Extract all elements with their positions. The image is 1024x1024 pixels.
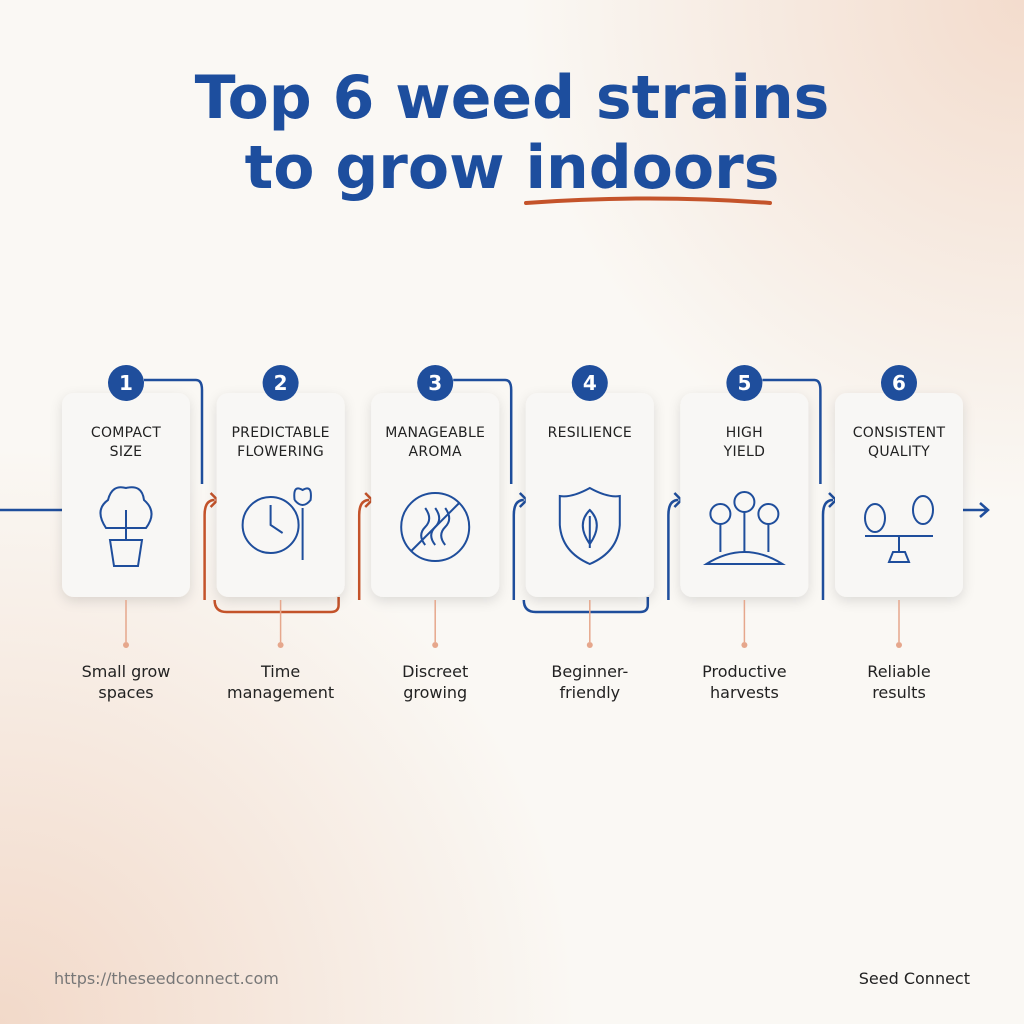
benefit: growing bbox=[403, 683, 467, 702]
title-highlight: indoors bbox=[525, 133, 779, 203]
icon bbox=[99, 486, 153, 529]
benefit: Discreet bbox=[402, 662, 468, 681]
icon bbox=[400, 492, 471, 562]
connector bbox=[522, 597, 650, 614]
card-title: HIGH bbox=[726, 425, 763, 441]
leader-dot bbox=[432, 642, 439, 648]
benefit: Productive bbox=[702, 662, 787, 681]
card bbox=[216, 393, 345, 597]
title-line: Top 6 weed strains bbox=[195, 63, 830, 133]
connector bbox=[821, 498, 834, 600]
icon bbox=[912, 495, 934, 525]
leader-dot bbox=[741, 642, 748, 648]
benefit: Time bbox=[260, 662, 300, 681]
leader-dot bbox=[277, 642, 284, 648]
card bbox=[62, 393, 190, 597]
step-card: 1 COMPACT SIZE Small grow spaces bbox=[62, 365, 190, 702]
benefit: spaces bbox=[98, 683, 153, 702]
icon bbox=[702, 551, 786, 565]
benefit: Beginner- bbox=[551, 662, 628, 681]
icon bbox=[865, 535, 933, 563]
icon bbox=[864, 503, 886, 533]
step-number: 2 bbox=[274, 371, 288, 395]
icon bbox=[269, 505, 284, 534]
connector bbox=[667, 498, 679, 600]
step-number: 5 bbox=[737, 371, 751, 395]
card-title: COMPACT bbox=[91, 425, 161, 441]
card bbox=[525, 393, 654, 597]
icon bbox=[108, 539, 144, 567]
step-number: 1 bbox=[119, 371, 133, 395]
icon bbox=[581, 508, 598, 548]
leader-dot bbox=[123, 642, 129, 648]
icon bbox=[293, 487, 312, 560]
leader-dot bbox=[896, 642, 902, 648]
card-title: CONSISTENT bbox=[853, 425, 946, 441]
footer-url: https://theseedconnect.com bbox=[54, 969, 279, 988]
icon bbox=[558, 486, 621, 566]
card-title: YIELD bbox=[723, 444, 766, 460]
title-text: to grow bbox=[245, 133, 505, 203]
step-card: 3 MANAGEABLE AROMA Discreet growing bbox=[371, 365, 500, 702]
leader-dot bbox=[586, 642, 593, 648]
card-title: RESILIENCE bbox=[548, 425, 632, 441]
connector bbox=[512, 498, 524, 600]
step-badge bbox=[262, 365, 299, 401]
end-arrow bbox=[962, 502, 990, 518]
icon bbox=[410, 502, 460, 552]
step-number: 3 bbox=[428, 371, 442, 395]
connector bbox=[213, 597, 340, 614]
benefit: management bbox=[227, 683, 334, 702]
benefit: harvests bbox=[710, 683, 779, 702]
card-title: AROMA bbox=[408, 444, 462, 460]
step-card: 6 CONSISTENT QUALITY Reliable results bbox=[835, 365, 963, 702]
step-badge bbox=[571, 365, 608, 401]
card-title: PREDICTABLE bbox=[231, 425, 329, 441]
step-number: 4 bbox=[583, 371, 597, 395]
card-title: SIZE bbox=[110, 444, 143, 460]
step-badge bbox=[417, 365, 454, 401]
benefit: Small grow bbox=[82, 662, 171, 681]
step-card: 5 HIGH YIELD Productive harvests bbox=[680, 365, 809, 702]
step-badge bbox=[881, 365, 917, 401]
step-number: 6 bbox=[892, 371, 906, 395]
connector bbox=[453, 378, 513, 484]
connector bbox=[203, 498, 215, 600]
benefit: Reliable bbox=[867, 662, 930, 681]
icon bbox=[241, 496, 300, 554]
card bbox=[835, 393, 963, 597]
benefit: results bbox=[872, 683, 926, 702]
title-line: to grow indoors bbox=[245, 133, 780, 203]
card-title: FLOWERING bbox=[237, 444, 324, 460]
step-card: 4 RESILIENCE Beginner-friendly bbox=[525, 365, 654, 702]
card-title: QUALITY bbox=[868, 444, 930, 460]
step-card: 2 PREDICTABLE FLOWERING Time management bbox=[216, 365, 345, 702]
benefit: friendly bbox=[559, 683, 620, 702]
connector bbox=[144, 378, 204, 484]
connector bbox=[357, 498, 370, 600]
card-title: MANAGEABLE bbox=[385, 425, 485, 441]
connector bbox=[762, 378, 822, 484]
card bbox=[680, 393, 809, 597]
underline bbox=[524, 196, 772, 205]
footer-brand: Seed Connect bbox=[859, 969, 970, 988]
card bbox=[371, 393, 500, 597]
step-badge bbox=[108, 365, 144, 401]
step-badge bbox=[726, 365, 763, 401]
